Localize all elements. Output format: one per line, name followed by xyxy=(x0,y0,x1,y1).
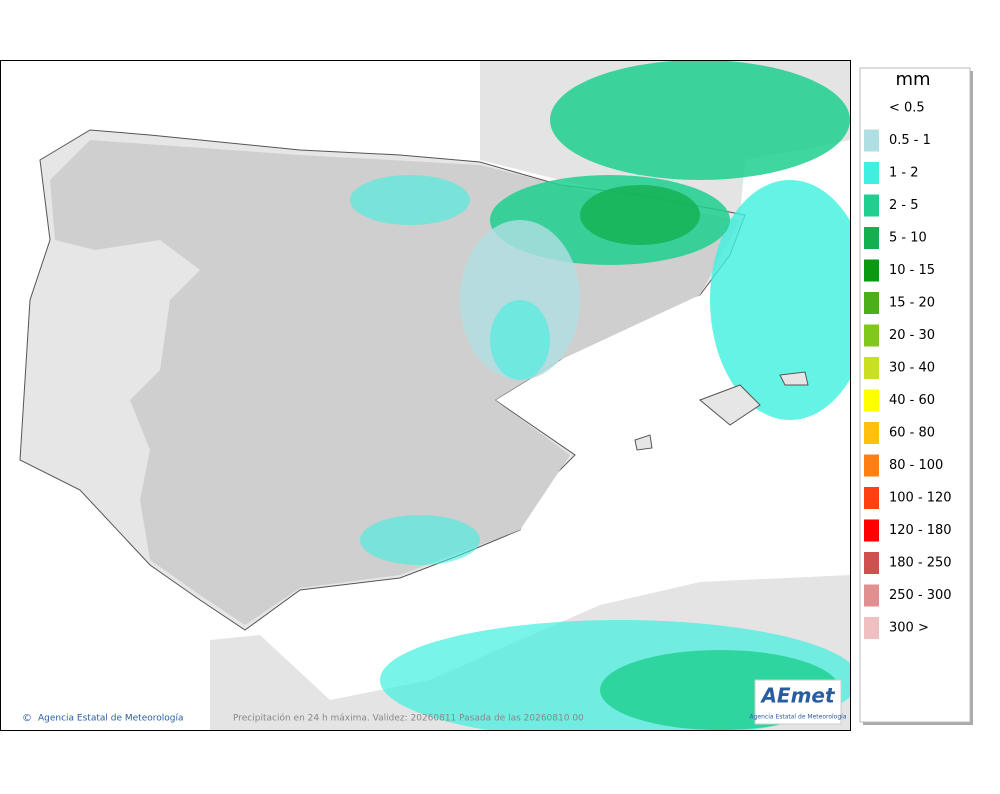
legend-label: 0.5 - 1 xyxy=(889,133,931,148)
balearics xyxy=(634,371,809,451)
logo-box xyxy=(754,679,842,725)
legend-swatch xyxy=(864,584,879,607)
legend-label: 40 - 60 xyxy=(889,393,935,408)
legend-swatch xyxy=(864,259,879,282)
legend-swatch xyxy=(864,487,879,509)
legend-label: 20 - 30 xyxy=(889,328,935,343)
legend-label: 180 - 250 xyxy=(889,556,952,571)
legend-label: 30 - 40 xyxy=(889,361,935,376)
copyright: © xyxy=(22,713,32,724)
legend-label: 5 - 10 xyxy=(889,231,927,246)
legend-swatch xyxy=(864,519,879,542)
legend-swatch xyxy=(864,129,879,152)
legend-swatch xyxy=(864,552,879,574)
legend-label: 250 - 300 xyxy=(889,588,952,603)
legend-swatch xyxy=(864,162,879,184)
logo-subtitle: Agencia Estatal de Meteorología xyxy=(750,714,847,721)
legend-swatch xyxy=(864,389,879,412)
legend-swatch xyxy=(864,617,879,639)
legend: < 0.5 0.5 - 1 1 - 2 2 - 5 5 - 10 10 - 15 15 - … xyxy=(864,97,952,639)
legend-swatch xyxy=(864,194,879,217)
legend-swatch xyxy=(864,324,879,347)
legend-label: 80 - 100 xyxy=(889,458,943,473)
legend-label: 120 - 180 xyxy=(889,523,952,538)
legend-title: mm xyxy=(895,69,930,90)
legend-label: < 0.5 xyxy=(889,101,925,116)
legend-swatch xyxy=(864,97,879,119)
map-frame xyxy=(0,60,851,731)
logo-name: AEmet xyxy=(759,684,836,708)
legend-swatch xyxy=(864,357,879,379)
legend-label: 300 > xyxy=(889,621,929,636)
legend-label: 15 - 20 xyxy=(889,296,935,311)
legend-label: 100 - 120 xyxy=(889,491,952,506)
legend-label: 10 - 15 xyxy=(889,263,935,278)
legend-swatch xyxy=(864,227,879,249)
legend-swatch xyxy=(864,422,879,444)
legend-swatch xyxy=(864,454,879,477)
legend-swatch xyxy=(864,292,879,314)
caption: Precipitación en 24 h máxima. Validez: 2… xyxy=(233,713,584,724)
legend-label: 1 - 2 xyxy=(889,166,919,181)
legend-label: 2 - 5 xyxy=(889,198,919,213)
credit: Agencia Estatal de Meteorología xyxy=(38,714,184,724)
map xyxy=(1,61,850,730)
legend-label: 60 - 80 xyxy=(889,426,935,441)
